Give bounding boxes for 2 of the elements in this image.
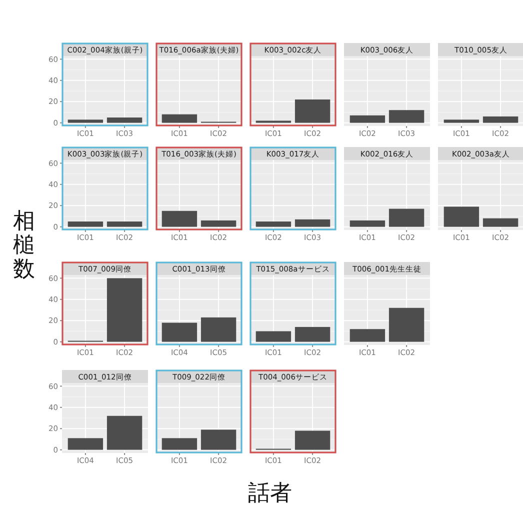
y-axis-title: 相槌数 [13,209,35,282]
x-axis-title: 話者 [248,481,292,506]
